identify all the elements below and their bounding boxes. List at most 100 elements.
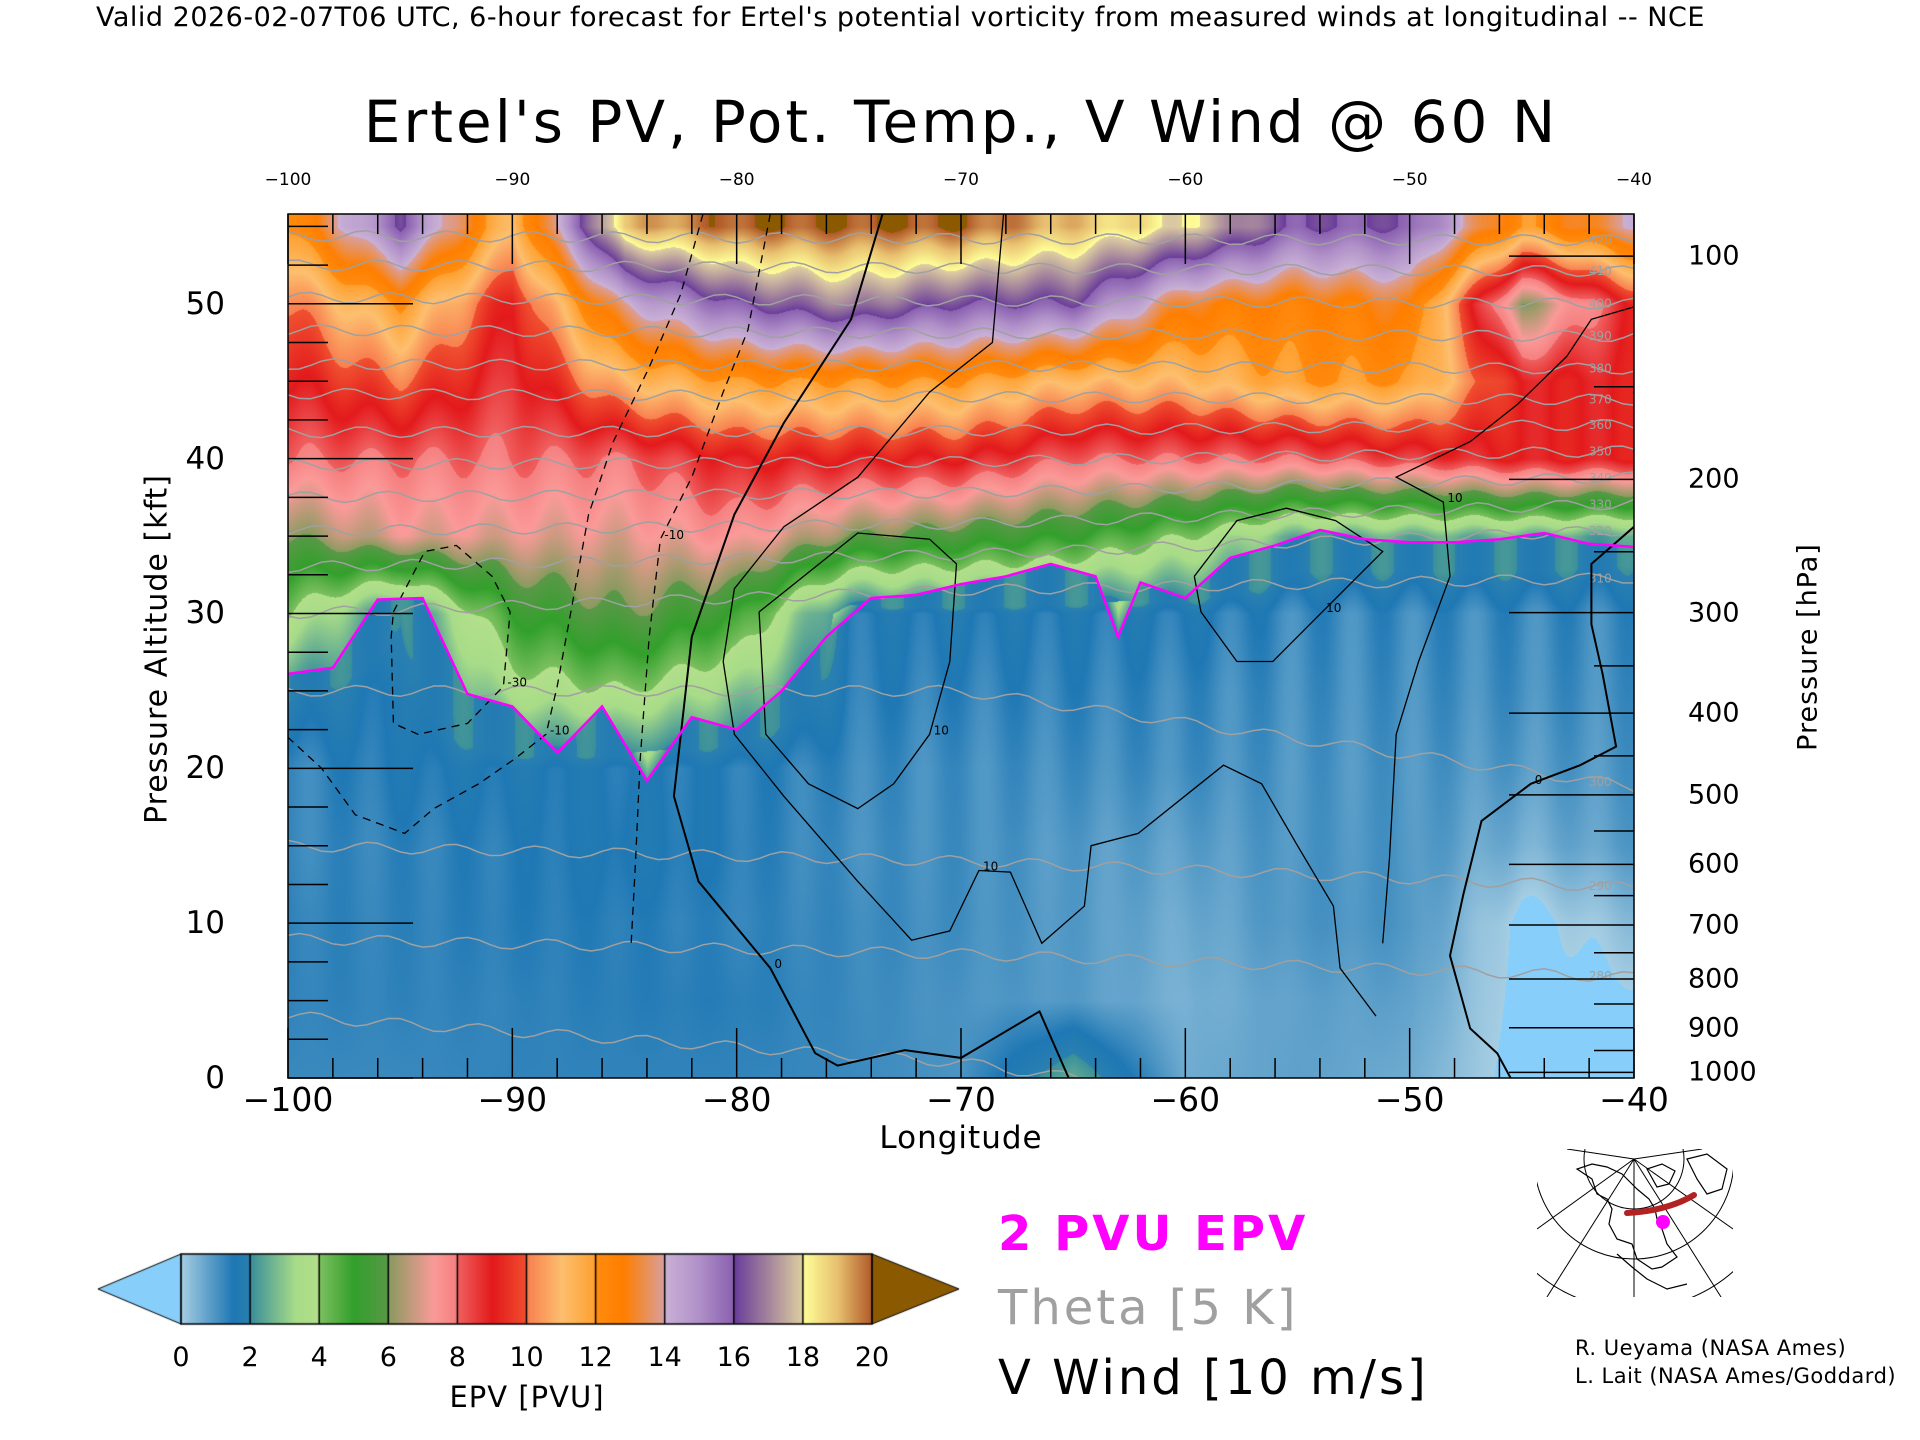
forecast-caption: Valid 2026-02-07T06 UTC, 6-hour forecast… bbox=[96, 2, 1705, 33]
pressure-tick-label: 200 bbox=[1688, 463, 1740, 495]
map-coastlines bbox=[1575, 1153, 1728, 1290]
x-tick-label: −80 bbox=[701, 1080, 772, 1119]
v-wind-contour-label: 10 bbox=[1326, 601, 1341, 615]
tropopause-2pvu-line bbox=[287, 528, 1635, 783]
locator-map bbox=[1537, 1149, 1733, 1297]
map-graticule bbox=[1537, 1149, 1733, 1297]
theta-label: 360 bbox=[1589, 418, 1612, 432]
v-wind-contour-label: 10 bbox=[983, 860, 998, 874]
theta-label: 370 bbox=[1589, 393, 1612, 407]
top-x-tick-label: −80 bbox=[718, 170, 755, 190]
credit-line-1: R. Ueyama (NASA Ames) bbox=[1575, 1336, 1847, 1360]
theta-label: 380 bbox=[1589, 362, 1612, 376]
legend-v-wind: V Wind [10 m/s] bbox=[998, 1350, 1429, 1406]
x-tick-label: −40 bbox=[1599, 1080, 1669, 1119]
pressure-tick-label: 1000 bbox=[1688, 1056, 1757, 1088]
top-x-tick-label: −60 bbox=[1167, 170, 1204, 190]
top-x-tick-label: −50 bbox=[1391, 170, 1428, 190]
theta-line-380 bbox=[288, 358, 1634, 375]
theta-line-310 bbox=[288, 572, 1634, 620]
v-wind-contour-label: -30 bbox=[507, 675, 527, 689]
theta-label: 420 bbox=[1589, 233, 1612, 247]
theta-label: 290 bbox=[1589, 879, 1612, 893]
theta-line-390 bbox=[288, 324, 1634, 342]
x-tick-label: −100 bbox=[242, 1080, 334, 1119]
theta-label: 320 bbox=[1589, 524, 1612, 538]
x-tick-label: −90 bbox=[477, 1080, 548, 1119]
v-wind-contour-label: -10 bbox=[550, 723, 570, 737]
v-wind-contour--10 bbox=[288, 214, 704, 835]
theta-label: 350 bbox=[1589, 444, 1612, 458]
theta-label: 340 bbox=[1589, 471, 1612, 485]
cross-section-arc bbox=[1624, 1192, 1697, 1216]
colorbar-tick-label: 18 bbox=[785, 1342, 821, 1373]
x-tick-label: −70 bbox=[926, 1080, 996, 1119]
v-wind-contour-label: -10 bbox=[664, 528, 684, 542]
pressure-tick-label: 700 bbox=[1688, 909, 1740, 941]
colorbar-tick-label: 2 bbox=[241, 1342, 259, 1373]
v-wind-contour--10 bbox=[630, 214, 771, 944]
colorbar-tick-label: 0 bbox=[172, 1342, 190, 1373]
theta-line-340 bbox=[288, 471, 1634, 504]
credit-line-2: L. Lait (NASA Ames/Goddard) bbox=[1575, 1364, 1897, 1388]
legend-2pvu-epv: 2 PVU EPV bbox=[998, 1206, 1309, 1262]
y-tick-label: 50 bbox=[185, 285, 225, 322]
x-tick-label: −60 bbox=[1150, 1080, 1221, 1119]
top-x-tick-label: −90 bbox=[494, 170, 531, 190]
colorbar-tick-label: 8 bbox=[448, 1342, 466, 1373]
top-x-tick-label: −40 bbox=[1616, 170, 1652, 190]
pressure-tick-label: 600 bbox=[1688, 848, 1740, 880]
y-tick-label: 30 bbox=[185, 595, 225, 632]
theta-label: 400 bbox=[1589, 297, 1612, 311]
theta-label: 410 bbox=[1589, 264, 1612, 278]
colorbar-tick-label: 16 bbox=[716, 1342, 751, 1373]
v-wind-contour-label: 0 bbox=[1535, 773, 1543, 787]
x-axis-label: Longitude bbox=[879, 1120, 1043, 1156]
colorbar-label: EPV [PVU] bbox=[449, 1380, 605, 1414]
top-x-tick-label: −70 bbox=[943, 170, 979, 190]
theta-line-290 bbox=[288, 839, 1634, 892]
colorbar-tick-label: 14 bbox=[647, 1342, 682, 1373]
x-tick-label: −50 bbox=[1374, 1080, 1445, 1119]
pressure-tick-label: 100 bbox=[1688, 240, 1740, 272]
legend-theta: Theta [5 K] bbox=[998, 1280, 1299, 1336]
theta-label: 330 bbox=[1589, 498, 1612, 512]
v-wind-contour-0 bbox=[672, 214, 1070, 1078]
theta-line-370 bbox=[288, 387, 1634, 406]
v-wind-contour--30 bbox=[390, 544, 511, 735]
v-wind-contour-10 bbox=[1382, 306, 1634, 944]
theta-line-360 bbox=[288, 418, 1634, 439]
top-x-tick-label: −100 bbox=[264, 170, 312, 190]
theta-label: 300 bbox=[1589, 775, 1612, 789]
v-wind-contour-10 bbox=[758, 532, 958, 810]
chart-title: Ertel's PV, Pot. Temp., V Wind @ 60 N bbox=[363, 88, 1559, 156]
theta-line-350 bbox=[288, 445, 1634, 471]
theta-line-330 bbox=[288, 498, 1634, 537]
y-tick-label: 10 bbox=[185, 905, 225, 942]
y-tick-label: 40 bbox=[185, 440, 225, 477]
colorbar-tick-label: 12 bbox=[578, 1342, 613, 1373]
v-wind-contours: 0 10 10 10 10 0 -10 -10 -30 bbox=[288, 214, 1634, 1078]
epv-colorbar bbox=[90, 1248, 970, 1332]
location-dot bbox=[1656, 1215, 1670, 1229]
v-wind-contour-10 bbox=[722, 214, 1377, 1017]
y-tick-label: 20 bbox=[185, 750, 225, 787]
theta-label: 390 bbox=[1589, 329, 1612, 343]
v-wind-contour-label: 10 bbox=[934, 723, 949, 737]
pressure-tick-label: 500 bbox=[1688, 779, 1740, 811]
theta-contours: 2702802903003103203303403503603703803904… bbox=[288, 229, 1634, 1078]
y-tick-label: 0 bbox=[205, 1060, 225, 1096]
v-wind-contour-10 bbox=[1193, 507, 1384, 663]
colorbar-tick-label: 10 bbox=[509, 1342, 544, 1373]
pressure-tick-label: 900 bbox=[1688, 1012, 1740, 1044]
epv-filled-contours bbox=[288, 214, 1634, 1078]
colorbar-tick-label: 4 bbox=[310, 1342, 328, 1373]
pressure-tick-label: 300 bbox=[1688, 597, 1740, 629]
colorbar-tick-label: 6 bbox=[379, 1342, 397, 1373]
theta-label: 310 bbox=[1589, 571, 1612, 585]
theta-label: 280 bbox=[1589, 969, 1612, 983]
pressure-tick-label: 800 bbox=[1688, 963, 1740, 995]
plot-frame bbox=[287, 213, 1635, 1079]
v-wind-contour-label: 10 bbox=[1447, 491, 1462, 505]
theta-line-300 bbox=[288, 684, 1634, 793]
